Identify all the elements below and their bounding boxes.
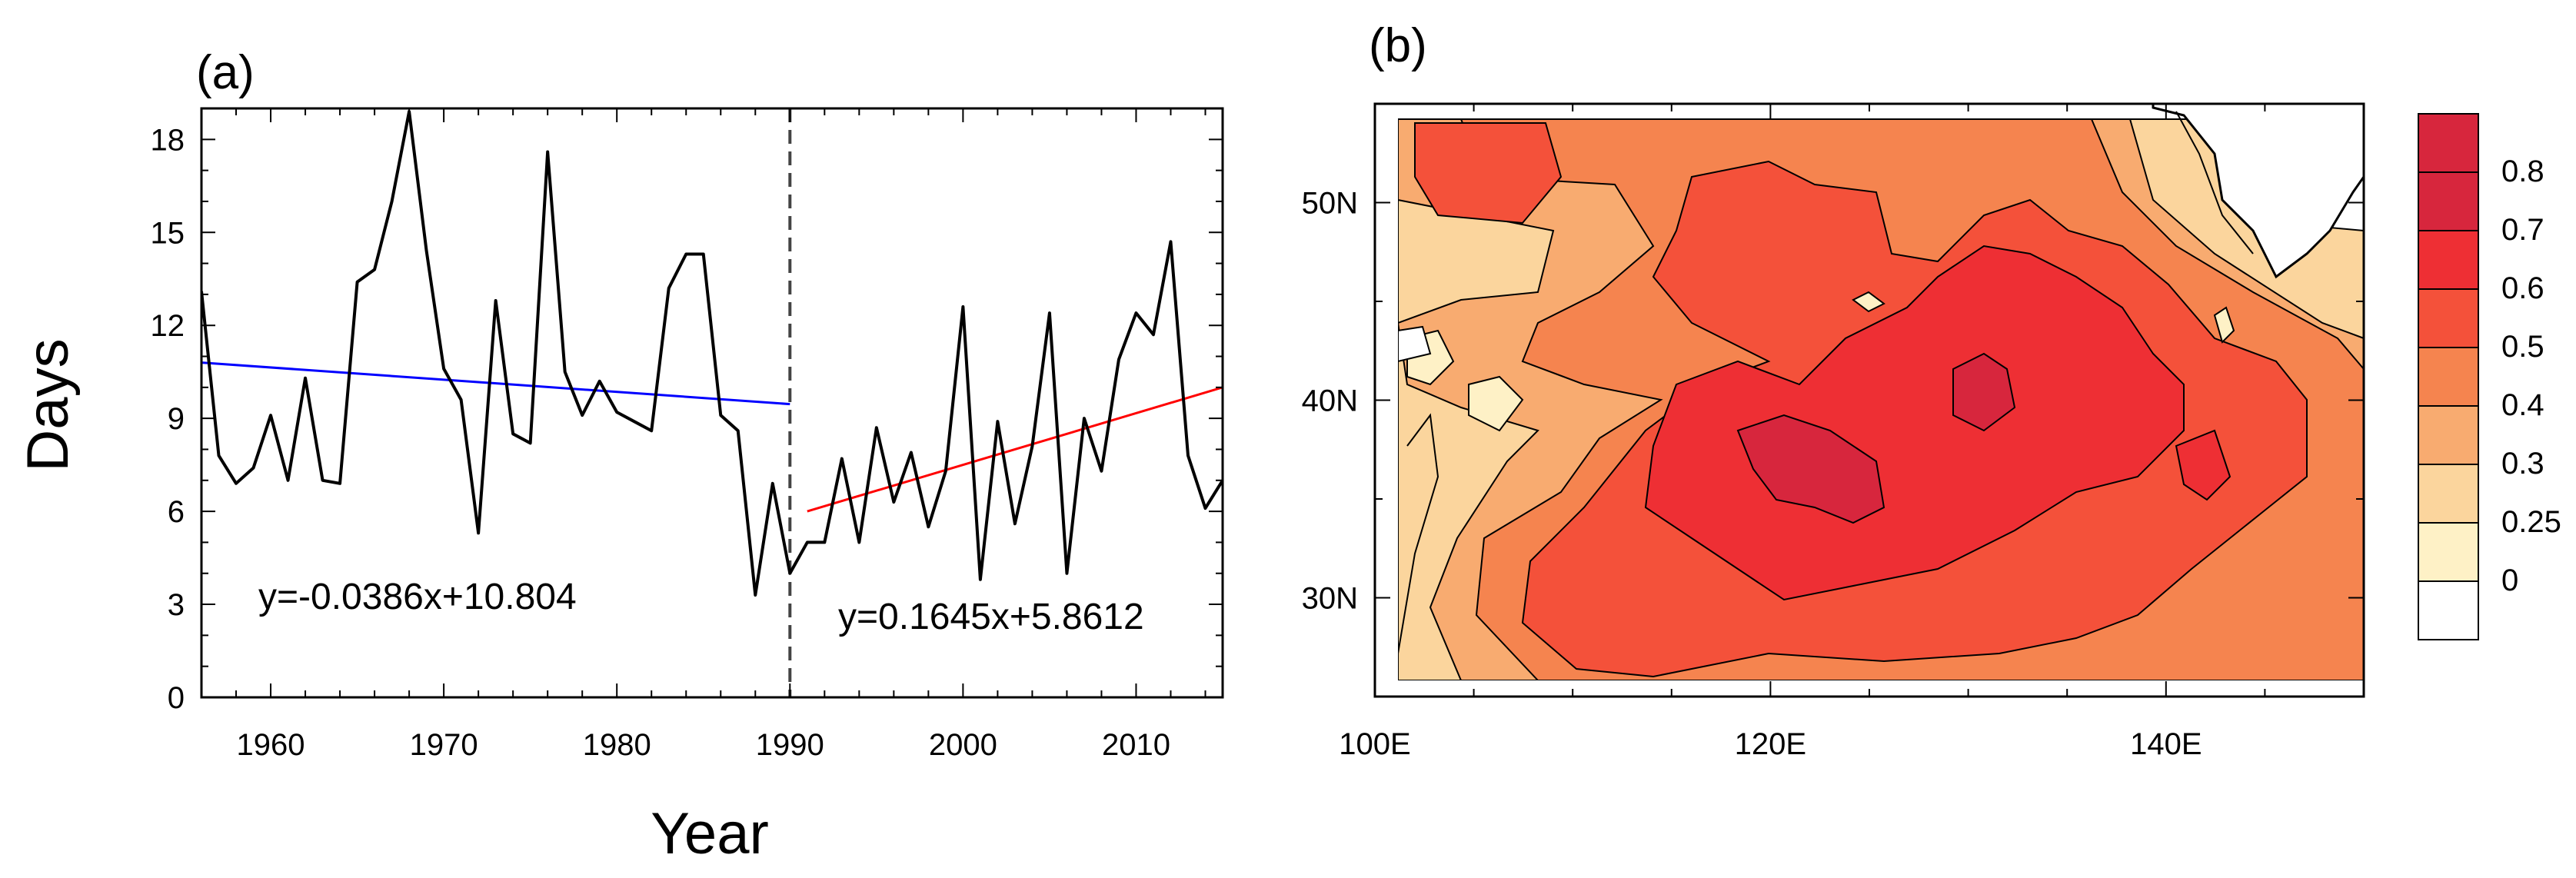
colorbar: 0.8 0.7 0.6 0.5 0.4 0.3 0.25 0 (2418, 113, 2561, 640)
lon-tick-label: 100E (1339, 727, 1410, 761)
colorbar-label: 0.5 (2501, 330, 2544, 364)
colorbar-label: 0.3 (2501, 447, 2544, 481)
colorbar-swatch (2418, 522, 2479, 582)
y-tick-label: 0 (168, 681, 185, 715)
colorbar-label: 0.25 (2501, 505, 2561, 539)
panel-a-frame (200, 107, 1224, 699)
x-tick-label: 1980 (583, 728, 651, 762)
x-tick-label: 1990 (756, 728, 824, 762)
y-tick-label: 18 (151, 123, 185, 157)
y-tick-label: 3 (168, 588, 185, 622)
colorbar-swatch (2418, 230, 2479, 290)
lat-tick-label: 30N (1302, 582, 1358, 616)
x-tick-label: 1970 (410, 728, 478, 762)
colorbar-swatch (2418, 113, 2479, 173)
trend-line-1 (201, 361, 790, 406)
panel-a-label: (a) (196, 46, 255, 99)
lon-tick-label: 140E (2130, 727, 2202, 761)
contour-patch (1852, 291, 2235, 344)
y-tick-label: 6 (168, 495, 185, 529)
panel-a: (a) 1960 1970 1980 1990 2000 2010 0 3 6 9 12 15 18 D… (15, 46, 1224, 866)
panel-b-label: (b) (1369, 19, 1427, 72)
coastline (2152, 104, 2364, 279)
contour-level-07 (1644, 244, 2232, 601)
panel-b-ticks: 100E 120E 140E 30N 40N 50N (1302, 103, 2365, 761)
x-tick-label: 2000 (929, 728, 997, 762)
y-tick-label: 9 (168, 402, 185, 436)
y-tick-label: 15 (151, 216, 185, 250)
colorbar-swatch (2418, 171, 2479, 231)
panel-a-ticks: 1960 1970 1980 1990 2000 2010 0 3 6 9 12 15 18 (151, 108, 1223, 762)
series-line-1 (201, 110, 1223, 597)
lat-tick-label: 50N (1302, 187, 1358, 221)
y-tick-label: 12 (151, 309, 185, 343)
colorbar-swatch (2418, 405, 2479, 465)
colorbar-label: 0.7 (2501, 213, 2544, 247)
colorbar-label: 0.8 (2501, 155, 2544, 188)
trend-line-2 (807, 386, 1223, 513)
coastline (1397, 111, 2254, 654)
panel-a-ylabel: Days (15, 338, 81, 471)
colorbar-swatch (2418, 347, 2479, 407)
x-tick-label: 2010 (1102, 728, 1170, 762)
colorbar-label: 0.6 (2501, 271, 2544, 305)
lon-tick-label: 120E (1735, 727, 1806, 761)
lat-tick-label: 40N (1302, 384, 1358, 418)
panel-a-plot-area (201, 108, 1223, 697)
contour-patch (1406, 329, 1524, 432)
contour-level-08 (1736, 352, 2016, 524)
colorbar-swatch (2418, 464, 2479, 524)
contour-map (1375, 104, 2364, 697)
trend-equation-2: y=0.1645x+5.8612 (838, 597, 1144, 637)
colorbar-swatch (2418, 580, 2479, 640)
panel-a-xlabel: Year (651, 801, 769, 866)
trend-equation-1: y=-0.0386x+10.804 (258, 577, 577, 617)
colorbar-label: 0.4 (2501, 388, 2544, 422)
x-tick-label: 1960 (237, 728, 305, 762)
colorbar-swatch (2418, 288, 2479, 348)
colorbar-label: 0 (2501, 564, 2518, 597)
